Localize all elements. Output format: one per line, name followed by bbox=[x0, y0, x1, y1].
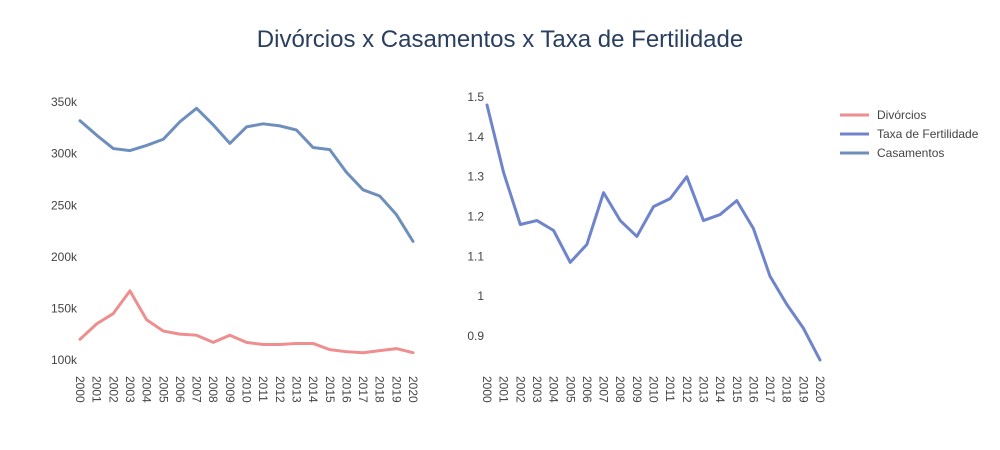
y-tick-label: 200k bbox=[51, 250, 78, 264]
x-tick-label: 2010 bbox=[240, 376, 254, 403]
legend[interactable]: Divórcios Taxa de Fertilidade Casamentos bbox=[840, 108, 979, 160]
series-line-divorcios[interactable] bbox=[78, 289, 415, 355]
x-tick-label: 2000 bbox=[73, 376, 87, 403]
x-tick-label: 2017 bbox=[763, 376, 777, 403]
x-tick-label: 2018 bbox=[373, 376, 387, 403]
legend-item[interactable]: Casamentos bbox=[840, 146, 944, 160]
legend-label: Divórcios bbox=[877, 108, 926, 122]
y-tick-label: 0.9 bbox=[467, 329, 484, 343]
x-tick-label: 2020 bbox=[406, 376, 420, 403]
legend-label: Casamentos bbox=[877, 146, 944, 160]
x-tick-label: 2013 bbox=[289, 376, 303, 403]
x-tick-label: 2015 bbox=[323, 376, 337, 403]
x-tick-label: 2002 bbox=[513, 376, 527, 403]
x-tick-label: 2008 bbox=[206, 376, 220, 403]
y-tick-label: 250k bbox=[51, 198, 78, 212]
legend-label: Taxa de Fertilidade bbox=[877, 127, 979, 141]
x-tick-label: 2000 bbox=[480, 376, 494, 403]
x-tick-label: 2004 bbox=[547, 376, 561, 403]
series-line-casamentos[interactable] bbox=[78, 106, 415, 243]
x-tick-label: 2016 bbox=[746, 376, 760, 403]
legend-item[interactable]: Taxa de Fertilidade bbox=[840, 127, 979, 141]
x-tick-label: 2015 bbox=[730, 376, 744, 403]
x-tick-label: 2013 bbox=[696, 376, 710, 403]
x-tick-label: 2010 bbox=[647, 376, 661, 403]
x-tick-label: 2012 bbox=[273, 376, 287, 403]
x-tick-label: 2016 bbox=[339, 376, 353, 403]
x-tick-label: 2018 bbox=[780, 376, 794, 403]
x-tick-label: 2019 bbox=[389, 376, 403, 403]
y-tick-label: 1.4 bbox=[467, 130, 484, 144]
legend-item[interactable]: Divórcios bbox=[840, 108, 926, 122]
chart-title: Divórcios x Casamentos x Taxa de Fertili… bbox=[256, 26, 744, 53]
x-tick-label: 2019 bbox=[796, 376, 810, 403]
series-line-taxa-de-fertilidade[interactable] bbox=[485, 103, 822, 362]
x-tick-label: 2004 bbox=[140, 376, 154, 403]
x-tick-label: 2020 bbox=[813, 376, 827, 403]
y-tick-label: 150k bbox=[51, 301, 78, 315]
x-tick-label: 2003 bbox=[123, 376, 137, 403]
x-tick-label: 2008 bbox=[613, 376, 627, 403]
x-tick-label: 2009 bbox=[223, 376, 237, 403]
x-tick-label: 2007 bbox=[597, 376, 611, 403]
x-tick-label: 2011 bbox=[663, 376, 677, 402]
y-tick-label: 1 bbox=[477, 289, 484, 303]
y-tick-label: 1.2 bbox=[467, 210, 484, 224]
x-tick-label: 2001 bbox=[90, 376, 104, 403]
y-tick-label: 350k bbox=[51, 95, 78, 109]
x-tick-label: 2006 bbox=[580, 376, 594, 403]
y-tick-label: 1.3 bbox=[467, 170, 484, 184]
x-tick-label: 2005 bbox=[563, 376, 577, 403]
y-tick-label: 1.5 bbox=[467, 90, 484, 104]
x-tick-label: 2014 bbox=[713, 376, 727, 403]
x-tick-label: 2014 bbox=[306, 376, 320, 403]
y-tick-label: 1.1 bbox=[467, 249, 484, 263]
x-tick-label: 2003 bbox=[530, 376, 544, 403]
x-tick-label: 2017 bbox=[356, 376, 370, 403]
x-tick-label: 2005 bbox=[156, 376, 170, 403]
y-tick-label: 100k bbox=[51, 353, 78, 367]
x-tick-label: 2001 bbox=[497, 376, 511, 403]
x-tick-label: 2009 bbox=[630, 376, 644, 403]
x-tick-label: 2012 bbox=[680, 376, 694, 403]
x-tick-label: 2006 bbox=[173, 376, 187, 403]
x-tick-label: 2011 bbox=[256, 376, 270, 402]
y-tick-label: 300k bbox=[51, 147, 78, 161]
x-tick-label: 2007 bbox=[190, 376, 204, 403]
left-plot: 100k 150k 200k 250k 300k 350k 2000 2001 2002 2003… bbox=[51, 95, 420, 403]
x-tick-label: 2002 bbox=[106, 376, 120, 403]
